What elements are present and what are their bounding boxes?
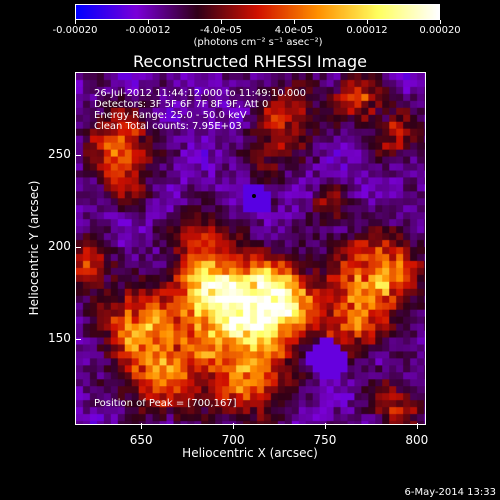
colorbar-tick [220,20,222,24]
colorbar [75,4,440,20]
y-tick [75,246,81,248]
colorbar-tick [74,20,76,24]
colorbar-tick [293,20,295,24]
x-tick [141,423,143,429]
plot-title: Reconstructed RHESSI Image [133,52,367,71]
peak-marker [252,194,256,198]
peak-position-label: Position of Peak = [700,167] [94,398,237,409]
colorbar-units-label: (photons cm⁻² s⁻¹ asec⁻²) [193,37,323,48]
y-tick [75,338,81,340]
colorbar-tick [147,20,149,24]
timestamp: 6-May-2014 13:33 [404,487,496,498]
colorbar-tick-label: -0.00012 [125,25,171,36]
info-line-detectors: Detectors: 3F 5F 6F 7F 8F 9F, Att 0 [94,99,269,110]
y-tick-label: 250 [48,146,71,161]
colorbar-tick [366,20,368,24]
x-tick-label: 700 [221,433,245,447]
y-tick-label: 150 [48,330,71,345]
colorbar-tick-label: -4.0e-05 [200,25,242,36]
colorbar-tick [439,20,441,24]
x-tick [324,423,326,429]
x-tick [416,423,418,429]
colorbar-tick-label: 4.0e-05 [274,25,314,36]
x-axis-label: Heliocentric X (arcsec) [182,446,318,460]
x-tick-label: 800 [405,433,429,447]
x-tick-label: 750 [313,433,337,447]
info-line-counts: Clean Total counts: 7.95E+03 [94,121,242,132]
heatmap-image: 26-Jul-2012 11:44:12.000 to 11:49:10.000… [75,72,426,425]
y-tick [75,154,81,156]
y-axis-label: Heliocentric Y (arcsec) [27,180,41,316]
colorbar-tick-label: -0.00020 [52,25,98,36]
colorbar-tick-label: 0.00012 [346,25,388,36]
y-tick-label: 200 [48,238,71,253]
x-tick [233,423,235,429]
colorbar-tick-label: 0.00020 [419,25,461,36]
info-line-time: 26-Jul-2012 11:44:12.000 to 11:49:10.000 [94,88,306,99]
x-tick-label: 650 [129,433,153,447]
info-line-energy: Energy Range: 25.0 - 50.0 keV [94,110,247,121]
